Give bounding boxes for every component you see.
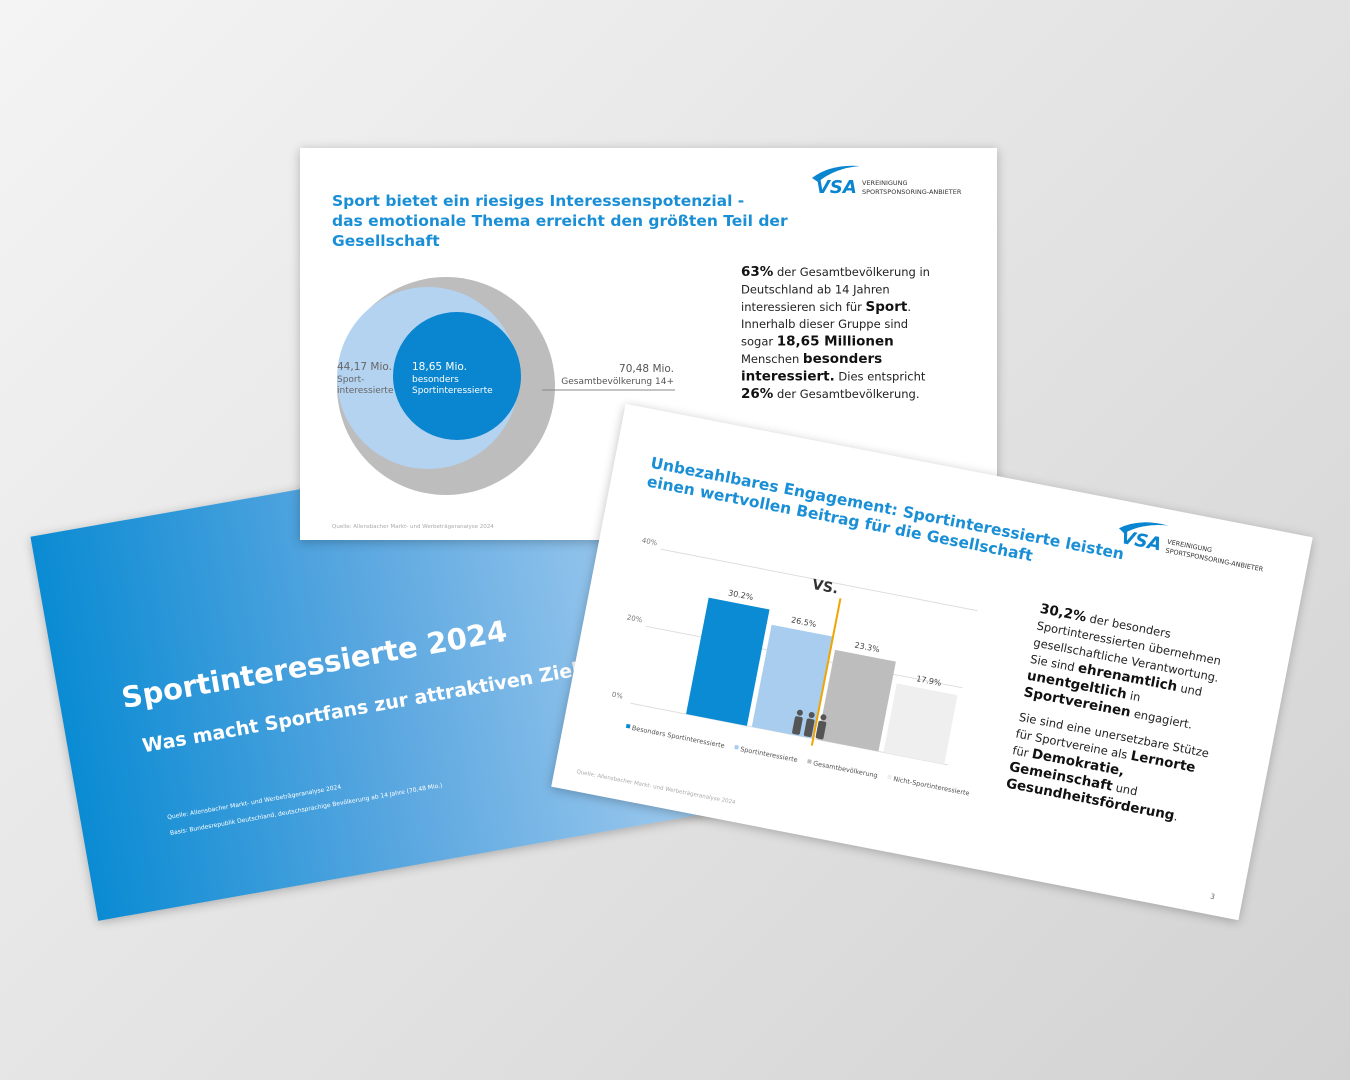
value-label: 23.3%	[854, 641, 881, 655]
people-icon	[815, 720, 827, 740]
logo-swoosh	[812, 165, 860, 182]
text: Menschen	[741, 352, 803, 366]
circle-label: besonders	[412, 375, 459, 385]
circle-very-interested	[393, 312, 521, 440]
text: interessieren sich für	[741, 300, 866, 314]
text: Deutschland ab 14 Jahren	[741, 282, 890, 296]
circle-label: interessierte	[337, 386, 394, 396]
legend-label: Sportinteressierte	[740, 745, 799, 764]
bar	[817, 649, 896, 752]
bar	[686, 597, 770, 726]
page-number: 3	[1210, 892, 1216, 901]
bold-text: Sport	[866, 299, 908, 315]
circle-label: Sportinteressierte	[412, 386, 493, 396]
text: Innerhalb dieser Gruppe sind	[741, 317, 908, 331]
text: sogar	[741, 335, 777, 349]
text: für	[1011, 743, 1033, 761]
logo-swoosh	[1118, 522, 1169, 534]
text: engagiert.	[1129, 706, 1193, 732]
people-icon	[808, 712, 815, 719]
legend-swatch	[887, 774, 892, 780]
circle-label: Gesamtbevölkerung 14+	[561, 377, 674, 387]
paragraph-line: Innerhalb dieser Gruppe sind	[741, 317, 908, 331]
bold-text: 18,65 Millionen	[777, 334, 894, 350]
slide-title: das emotionale Thema erreicht den größte…	[332, 212, 788, 230]
text: und	[1111, 780, 1139, 799]
legend-label: Gesamtbevölkerung	[812, 759, 878, 779]
source: Quelle: Allensbacher Markt- und Werbeträ…	[332, 524, 494, 530]
bold-text: interessiert.	[741, 368, 835, 384]
text: .	[907, 300, 911, 314]
y-tick-label: 40%	[641, 536, 658, 547]
circle-value: 44,17 Mio.	[337, 361, 392, 373]
logo-mark: VSA	[816, 177, 857, 198]
value-label: 17.9%	[915, 674, 942, 688]
legend-label: Besonders Sportinteressierte	[631, 724, 725, 750]
grid-line	[660, 548, 978, 612]
logo-mark: VSA	[1119, 527, 1163, 555]
divider-line	[810, 598, 842, 746]
text: in	[1125, 688, 1142, 704]
slide-sport-potential: VSA VEREINIGUNG SPORTSPONSORING-ANBIETER Sp…	[300, 148, 997, 540]
bar	[883, 683, 958, 765]
bold-text: 63%	[741, 264, 774, 280]
circle-value: 18,65 Mio.	[412, 361, 467, 373]
slide-title: Sport bietet ein riesiges Interessenspot…	[332, 192, 744, 210]
circle-value: 70,48 Mio.	[619, 363, 674, 375]
logo-line: SPORTSPONSORING-ANBIETER	[1165, 547, 1265, 574]
text: und	[1176, 680, 1204, 699]
slide-engagement: VSA VEREINIGUNG SPORTSPONSORING-ANBIETER Un…	[551, 403, 1313, 921]
paragraph-line: sogar 18,65 Millionen	[741, 334, 894, 350]
legend-swatch	[625, 723, 631, 729]
legend-swatch	[807, 759, 812, 764]
slide-title: Unbezahlbares Engagement: Sportinteressi…	[649, 454, 1125, 564]
paragraph-line: 63% der Gesamtbevölkerung in	[741, 264, 930, 280]
annotation: VS.	[811, 577, 840, 598]
text: Dies entspricht	[835, 369, 926, 383]
text: der Gesamtbevölkerung in	[773, 265, 930, 279]
paragraph-line: Deutschland ab 14 Jahren	[741, 282, 890, 296]
people-icon	[796, 709, 803, 716]
bar	[751, 624, 833, 739]
people-icon	[803, 718, 815, 738]
logo-line: VEREINIGUNG	[862, 179, 908, 187]
value-label: 30.2%	[727, 588, 754, 602]
legend-swatch	[734, 744, 739, 750]
legend-label: Nicht-Sportinteressierte	[893, 775, 971, 798]
bold-text: besonders	[803, 351, 882, 367]
slide-title: Gesellschaft	[332, 232, 440, 250]
bold-text: 26%	[741, 386, 774, 402]
text: .	[1173, 809, 1179, 823]
paragraph-line: 26% der Gesamtbevölkerung.	[741, 386, 919, 402]
text: der Gesamtbevölkerung.	[773, 387, 919, 401]
y-tick-label: 20%	[626, 614, 643, 625]
y-tick-label: 0%	[611, 691, 624, 701]
circle-label: Sport-	[337, 375, 364, 385]
slide-canvas: VSA VEREINIGUNGSPORTSPONSORING-ANBIETERUn…	[576, 454, 1265, 901]
paragraph-line: interessiert. Dies entspricht	[741, 368, 926, 384]
paragraph-line: interessieren sich für Sport.	[741, 299, 911, 315]
people-icon	[792, 716, 803, 735]
paragraph-line: Menschen besonders	[741, 351, 882, 367]
logo-line: SPORTSPONSORING-ANBIETER	[862, 188, 962, 196]
value-label: 26.5%	[790, 615, 817, 629]
people-icon	[820, 714, 827, 721]
